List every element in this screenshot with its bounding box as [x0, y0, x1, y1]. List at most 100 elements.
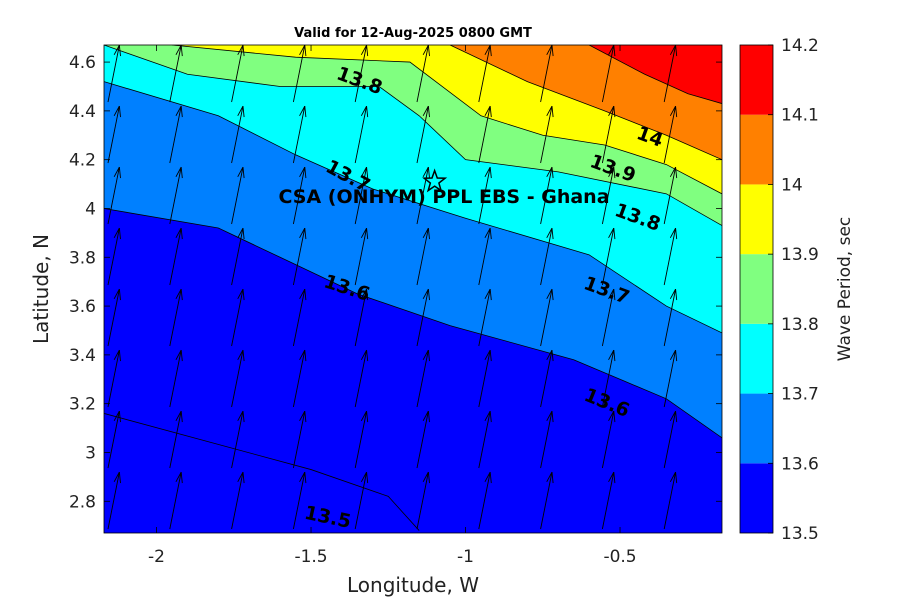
y-tick-label: 3: [85, 443, 96, 463]
station-marker-layer: CSA (ONHYM) PPL EBS - Ghana: [278, 168, 610, 208]
wave-arrow: [601, 45, 616, 103]
colorbar-block: [740, 254, 773, 324]
wave-arrow: [478, 471, 492, 530]
wave-arrow: [540, 410, 554, 469]
y-tick-label: 2.8: [69, 492, 96, 512]
colorbar-block: [740, 184, 773, 255]
y-tick-label: 3.8: [69, 248, 96, 268]
wave-direction-arrows: [107, 45, 678, 530]
y-tick-label: 3.6: [69, 297, 96, 317]
contour-band-14.1: [589, 45, 722, 104]
wave-arrow: [231, 105, 245, 164]
wave-arrow: [354, 349, 369, 408]
wave-arrow: [663, 227, 678, 286]
wave-arrow: [601, 471, 616, 530]
wave-arrow: [663, 45, 678, 103]
colorbar-block: [740, 323, 773, 394]
wave-arrow: [540, 105, 554, 164]
wave-arrow: [416, 227, 430, 286]
wave-arrow: [540, 45, 554, 103]
colorbar-tick-label: 13.7: [781, 385, 819, 405]
y-tick-label: 4.2: [69, 151, 96, 171]
wave-arrow: [169, 45, 183, 103]
colorbar-tick-label: 13.6: [781, 454, 819, 474]
wave-arrow: [354, 45, 369, 103]
wave-arrow: [416, 471, 430, 530]
wave-arrow: [292, 471, 307, 530]
contour-line-13.8: [104, 45, 722, 226]
wave-arrow: [169, 349, 183, 408]
colorbar-frame: [739, 44, 774, 534]
wave-arrow: [478, 45, 492, 103]
wave-arrow: [416, 349, 430, 408]
wave-arrow: [169, 471, 183, 530]
wave-arrow: [169, 105, 183, 164]
wave-arrow: [354, 410, 369, 469]
wave-arrow: [478, 349, 492, 408]
wave-arrow: [292, 349, 307, 408]
wave-arrow: [540, 227, 554, 286]
colorbar-block: [740, 114, 773, 185]
colorbar-tick-label: 13.5: [781, 524, 819, 544]
wave-arrow: [231, 410, 245, 469]
x-tick-label: -2: [148, 547, 165, 567]
colorbar-blocks: [740, 45, 773, 533]
wave-arrow: [292, 105, 307, 164]
wave-arrow: [169, 410, 183, 469]
wave-arrow: [601, 410, 616, 469]
wave-arrow: [292, 288, 307, 347]
contour-line-14.1: [588, 45, 722, 104]
wave-arrow: [478, 227, 492, 286]
wave-arrow: [601, 349, 616, 408]
y-tick-label: 4.4: [69, 102, 96, 122]
y-tick-label: 3.2: [69, 395, 96, 415]
wave-arrow: [540, 166, 554, 225]
wave-arrow: [663, 288, 678, 347]
colorbar-block: [740, 393, 773, 464]
wave-arrow: [663, 166, 678, 225]
contour-line-13.6: [104, 208, 722, 439]
station-name: CSA (ONHYM) PPL EBS - Ghana: [278, 186, 609, 208]
wave-arrow: [292, 410, 307, 469]
wave-arrow: [292, 166, 307, 225]
wave-arrow: [107, 166, 121, 225]
x-tick-label: -1.5: [294, 547, 327, 567]
wave-arrow: [107, 471, 121, 530]
wave-arrow: [478, 166, 492, 225]
wave-arrow: [107, 349, 121, 408]
wave-arrow: [354, 166, 369, 225]
wave-arrow: [231, 227, 245, 286]
wave-arrow: [107, 288, 121, 347]
wave-arrow: [663, 471, 678, 530]
wave-arrow: [354, 471, 369, 530]
wave-arrow: [231, 45, 245, 103]
colorbar-tick-label: 13.8: [781, 315, 819, 335]
wave-arrow: [169, 166, 183, 225]
wave-arrow: [292, 45, 307, 103]
station-star-icon: [422, 168, 448, 193]
colorbar-block: [740, 45, 773, 115]
colorbar-tick-label: 14.1: [781, 106, 819, 126]
wave-arrow: [416, 410, 430, 469]
y-tick-label: 3.4: [69, 346, 96, 366]
wave-arrow: [478, 410, 492, 469]
contour-fill-layer: [104, 45, 722, 533]
wave-arrow: [663, 410, 678, 469]
contour-line-13.5: [104, 413, 420, 531]
wave-arrow: [107, 227, 121, 286]
wave-arrow: [540, 349, 554, 408]
wave-arrow: [231, 166, 245, 225]
colorbar-label: Wave Period, sec: [835, 217, 855, 362]
plot-frame: [103, 44, 723, 534]
wave-arrow: [663, 349, 678, 408]
wave-arrow: [478, 105, 492, 164]
contour-line-13.9: [171, 45, 722, 195]
wave-arrow: [354, 105, 369, 164]
wave-arrow: [540, 288, 554, 347]
y-tick-label: 4.6: [69, 53, 96, 73]
colorbar-block: [740, 463, 773, 533]
wave-arrow: [601, 105, 616, 164]
wave-arrow: [231, 471, 245, 530]
wave-arrow: [416, 288, 430, 347]
